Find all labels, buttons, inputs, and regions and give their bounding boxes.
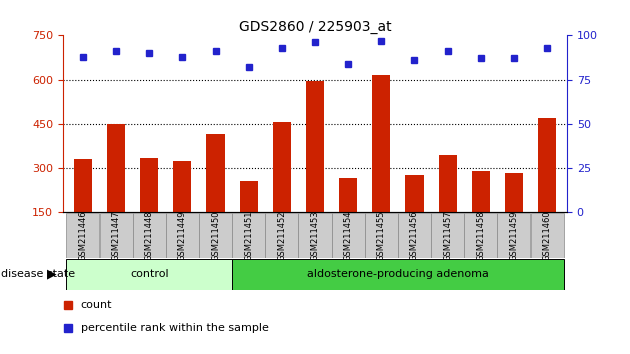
Text: control: control	[130, 269, 168, 279]
Text: GSM211450: GSM211450	[211, 210, 220, 261]
Text: GSM211455: GSM211455	[377, 210, 386, 261]
FancyBboxPatch shape	[431, 213, 464, 258]
Bar	[173, 161, 192, 212]
Text: disease state: disease state	[1, 269, 75, 279]
Text: ▶: ▶	[47, 268, 57, 281]
Text: GSM211449: GSM211449	[178, 210, 187, 261]
FancyBboxPatch shape	[498, 213, 530, 258]
FancyBboxPatch shape	[100, 213, 132, 258]
Text: GSM211448: GSM211448	[145, 210, 154, 261]
FancyBboxPatch shape	[398, 213, 431, 258]
Text: GSM211447: GSM211447	[112, 210, 120, 261]
Bar	[405, 175, 423, 212]
Bar	[273, 122, 291, 212]
Text: count: count	[81, 300, 112, 310]
FancyBboxPatch shape	[166, 213, 199, 258]
Title: GDS2860 / 225903_at: GDS2860 / 225903_at	[239, 21, 391, 34]
FancyBboxPatch shape	[464, 213, 497, 258]
Bar	[207, 134, 225, 212]
FancyBboxPatch shape	[365, 213, 398, 258]
FancyBboxPatch shape	[66, 213, 100, 258]
FancyBboxPatch shape	[199, 213, 232, 258]
Text: GSM211456: GSM211456	[410, 210, 419, 261]
Text: GSM211459: GSM211459	[510, 210, 518, 261]
Text: GSM211452: GSM211452	[277, 210, 287, 261]
Bar	[505, 172, 523, 212]
Bar	[140, 158, 158, 212]
Text: percentile rank within the sample: percentile rank within the sample	[81, 323, 268, 333]
Text: GSM211454: GSM211454	[343, 210, 353, 261]
Text: GSM211458: GSM211458	[476, 210, 485, 261]
Bar	[339, 178, 357, 212]
Text: GSM211446: GSM211446	[78, 210, 88, 261]
FancyBboxPatch shape	[232, 259, 564, 290]
FancyBboxPatch shape	[530, 213, 564, 258]
FancyBboxPatch shape	[265, 213, 299, 258]
FancyBboxPatch shape	[66, 259, 232, 290]
Text: GSM211460: GSM211460	[542, 210, 552, 261]
FancyBboxPatch shape	[299, 213, 331, 258]
Text: aldosterone-producing adenoma: aldosterone-producing adenoma	[307, 269, 489, 279]
Bar	[74, 159, 92, 212]
Text: GSM211451: GSM211451	[244, 210, 253, 261]
Text: GSM211457: GSM211457	[443, 210, 452, 261]
Bar	[306, 81, 324, 212]
Bar	[438, 155, 457, 212]
Bar	[239, 181, 258, 212]
Bar	[372, 75, 391, 212]
Bar	[538, 118, 556, 212]
FancyBboxPatch shape	[331, 213, 365, 258]
Bar	[107, 124, 125, 212]
FancyBboxPatch shape	[133, 213, 166, 258]
Bar	[472, 171, 490, 212]
FancyBboxPatch shape	[232, 213, 265, 258]
Text: GSM211453: GSM211453	[311, 210, 319, 261]
